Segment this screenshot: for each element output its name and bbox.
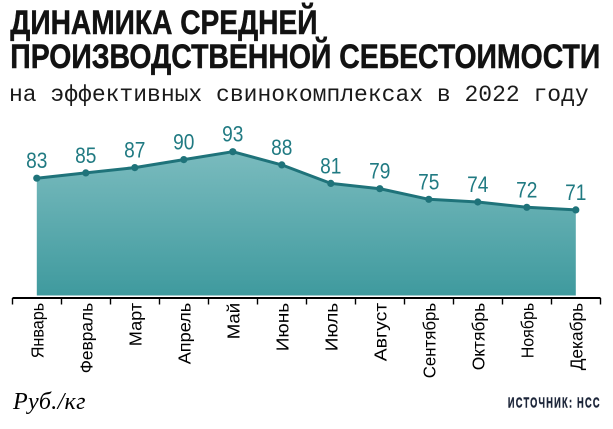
svg-text:Май: Май bbox=[223, 303, 243, 340]
svg-text:Апрель: Апрель bbox=[174, 303, 194, 365]
svg-text:79: 79 bbox=[369, 159, 390, 184]
svg-text:72: 72 bbox=[516, 178, 537, 203]
svg-text:Сентябрь: Сентябрь bbox=[419, 303, 439, 379]
svg-text:Февраль: Февраль bbox=[76, 303, 96, 374]
svg-text:81: 81 bbox=[320, 154, 341, 179]
svg-text:Декабрь: Декабрь bbox=[566, 303, 586, 371]
svg-text:74: 74 bbox=[467, 173, 488, 198]
svg-text:ИСТОЧНИК: НСС: ИСТОЧНИК: НСС bbox=[508, 394, 601, 411]
svg-text:75: 75 bbox=[418, 170, 439, 195]
svg-text:93: 93 bbox=[222, 122, 243, 147]
svg-text:на эффективных свинокомплексах: на эффективных свинокомплексах в 2022 го… bbox=[9, 82, 589, 108]
svg-text:Ноябрь: Ноябрь bbox=[517, 303, 537, 359]
svg-text:Руб./кг: Руб./кг bbox=[12, 389, 86, 415]
svg-text:88: 88 bbox=[271, 136, 292, 161]
svg-text:ДИНАМИКА СРЕДНЕЙ: ДИНАМИКА СРЕДНЕЙ bbox=[10, 2, 317, 41]
svg-text:ПРОИЗВОДСТВЕННОЙ СЕБЕСТОИМОСТИ: ПРОИЗВОДСТВЕННОЙ СЕБЕСТОИМОСТИ bbox=[10, 37, 600, 76]
svg-text:85: 85 bbox=[75, 144, 96, 169]
svg-text:Октябрь: Октябрь bbox=[468, 303, 488, 371]
svg-text:Июль: Июль bbox=[321, 303, 341, 352]
svg-text:Июнь: Июнь bbox=[272, 303, 292, 352]
svg-text:87: 87 bbox=[124, 138, 145, 163]
svg-text:Август: Август bbox=[370, 303, 390, 362]
svg-text:83: 83 bbox=[26, 149, 47, 174]
svg-text:71: 71 bbox=[565, 181, 586, 206]
svg-text:Март: Март bbox=[125, 303, 145, 347]
svg-text:90: 90 bbox=[173, 130, 194, 155]
svg-text:Январь: Январь bbox=[27, 303, 47, 359]
